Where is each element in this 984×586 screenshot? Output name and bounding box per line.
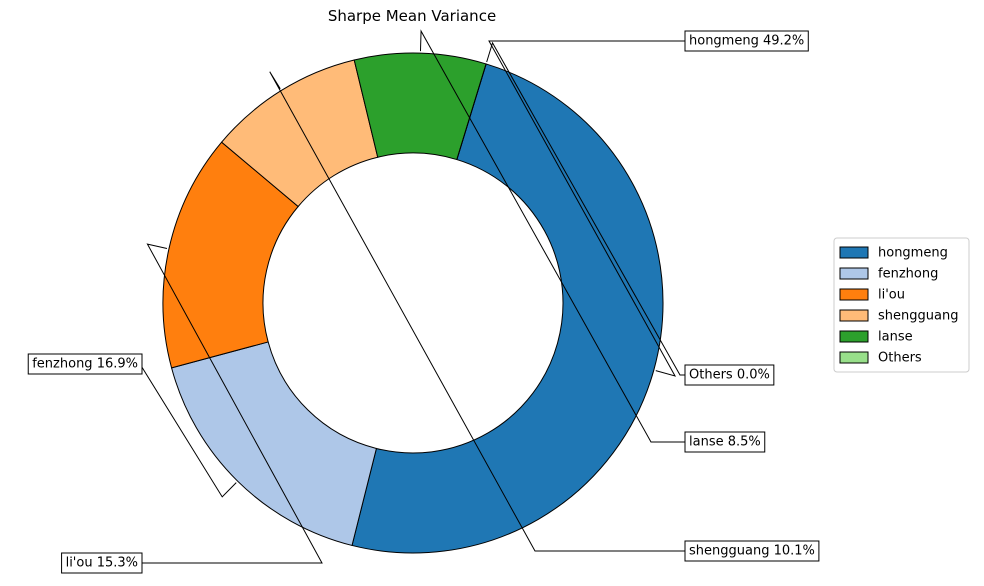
legend-item-lanse: lanse [839, 330, 913, 345]
label-shengguang: shengguang 10.1% [269, 71, 820, 562]
label-text-shengguang: shengguang 10.1% [689, 544, 815, 559]
slices-layer [162, 52, 664, 554]
legend-item-li-ou: li'ou [839, 288, 905, 303]
legend-label-lanse: lanse [878, 330, 913, 345]
label-box-others [684, 364, 775, 386]
legend-swatch-hongmeng [839, 246, 869, 259]
label-text-hongmeng: hongmeng 49.2% [689, 34, 804, 49]
legend-item-hongmeng: hongmeng [839, 246, 948, 261]
legend-label-hongmeng: hongmeng [878, 246, 948, 261]
slice-lanse [353, 52, 487, 161]
legend-swatch-lanse [839, 330, 869, 343]
label-others: Others 0.0% [486, 41, 775, 386]
legend-swatch-others [839, 351, 869, 364]
legend-item-fenzhong: fenzhong [839, 267, 938, 282]
label-li-ou: li'ou 15.3% [61, 243, 323, 574]
leader-line-lanse [419, 29, 687, 443]
slice-fenzhong [170, 341, 378, 547]
label-box-lanse [684, 431, 766, 453]
label-text-fenzhong: fenzhong 16.9% [32, 357, 138, 372]
leader-line-hongmeng [488, 40, 687, 377]
legend-label-li-ou: li'ou [878, 288, 905, 303]
label-box-shengguang [684, 540, 820, 562]
leader-line-others [486, 41, 687, 376]
label-text-lanse: lanse 8.5% [689, 435, 761, 450]
label-text-others: Others 0.0% [689, 368, 770, 383]
label-box-fenzhong [27, 353, 143, 375]
leader-line-fenzhong [139, 363, 237, 498]
label-text-li-ou: li'ou 15.3% [66, 556, 138, 571]
slice-hongmeng [351, 63, 664, 554]
legend: hongmeng fenzhong li'ou shengguang lanse Othe… [833, 237, 970, 373]
legend-swatch-li-ou [839, 288, 869, 301]
leader-line-shengguang [269, 71, 687, 552]
leader-line-li-ou [140, 243, 323, 564]
chart-title: Sharpe Mean Variance [328, 7, 496, 25]
legend-swatch-shengguang [839, 309, 869, 322]
legend-item-others: Others [839, 351, 922, 366]
label-lanse: lanse 8.5% [419, 29, 766, 453]
labels-layer: hongmeng 49.2% fenzhong 16.9% li'ou 15.3% s… [27, 29, 820, 574]
legend-item-shengguang: shengguang [839, 309, 958, 324]
legend-label-others: Others [878, 351, 922, 366]
label-fenzhong: fenzhong 16.9% [27, 353, 237, 498]
label-box-hongmeng [684, 30, 809, 52]
legend-label-shengguang: shengguang [878, 309, 958, 324]
label-box-li-ou [61, 552, 143, 574]
legend-label-fenzhong: fenzhong [878, 267, 938, 282]
slice-others [456, 63, 487, 160]
label-hongmeng: hongmeng 49.2% [488, 30, 809, 377]
legend-swatch-fenzhong [839, 267, 869, 280]
